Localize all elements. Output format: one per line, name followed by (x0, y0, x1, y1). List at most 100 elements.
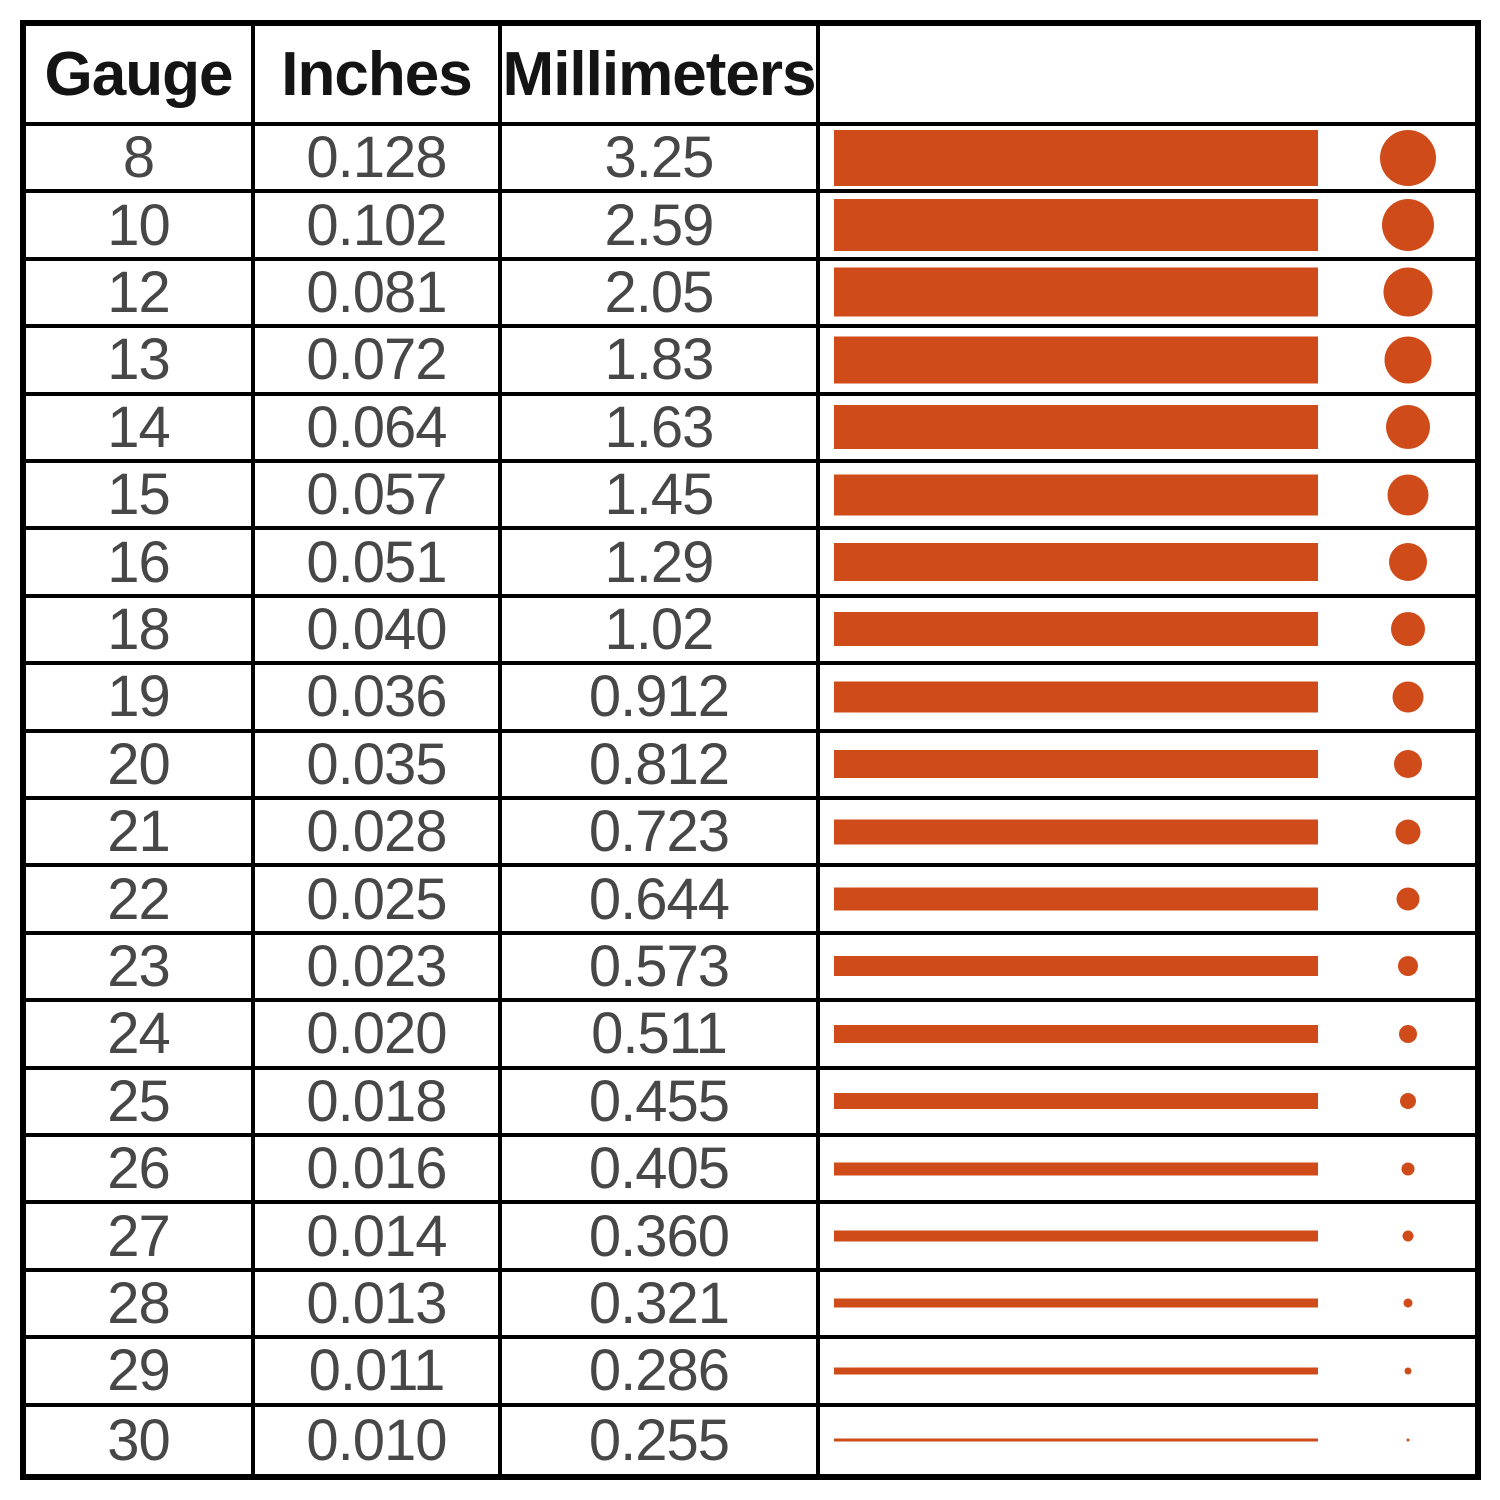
inches-value-cell: 0.014 (255, 1204, 502, 1272)
millimeters-value-cell: 1.02 (502, 597, 820, 666)
millimeters-value-cell: 0.511 (502, 1002, 820, 1070)
wire-visual-cell (820, 867, 1475, 935)
gauge-value-cell: 28 (26, 1271, 255, 1340)
millimeters-value-cell: 0.812 (502, 732, 820, 800)
wire-cross-section-dot (1396, 887, 1420, 911)
inches-value-cell: 0.064 (255, 395, 502, 463)
gauge-table: Gauge Inches Millimeters 8 0.128 3.25 10… (20, 20, 1481, 1480)
millimeters-value-cell: 1.83 (502, 328, 820, 396)
wire-thickness-bar (834, 612, 1318, 647)
wire-thickness-bar (834, 129, 1318, 186)
wire-thickness-bar (834, 887, 1318, 911)
wire-thickness-bar (834, 267, 1318, 317)
wire-visual-cell (820, 935, 1475, 1003)
wire-cross-section-dot (1401, 1162, 1415, 1176)
gauge-value-cell: 10 (26, 193, 255, 261)
wire-thickness-bar (834, 956, 1318, 977)
inches-value-cell: 0.035 (255, 732, 502, 800)
wire-cross-section-dot (1387, 474, 1429, 516)
gauge-value-cell: 8 (26, 126, 255, 194)
inches-value-cell: 0.040 (255, 597, 502, 666)
gauge-value-cell: 12 (26, 260, 255, 329)
inches-value-cell: 0.013 (255, 1271, 502, 1340)
inches-value-cell: 0.072 (255, 328, 502, 396)
wire-visual-cell (820, 530, 1475, 598)
inches-value-cell: 0.102 (255, 193, 502, 261)
gauge-value-cell: 18 (26, 597, 255, 666)
gauge-value-cell: 19 (26, 665, 255, 733)
millimeters-value-cell: 1.45 (502, 463, 820, 531)
gauge-value-cell: 16 (26, 530, 255, 598)
wire-thickness-bar (834, 750, 1318, 779)
wire-cross-section-dot (1380, 129, 1436, 186)
wire-visual-cell (820, 1204, 1475, 1272)
wire-thickness-bar (834, 1162, 1318, 1176)
wire-cross-section-dot (1386, 405, 1430, 450)
inches-value-cell: 0.018 (255, 1069, 502, 1137)
inches-value-cell: 0.016 (255, 1137, 502, 1205)
wire-thickness-bar (834, 1298, 1318, 1308)
wire-thickness-bar (834, 681, 1318, 713)
wire-thickness-bar (834, 819, 1318, 845)
wire-visual-cell (820, 328, 1475, 396)
millimeters-value-cell: 0.644 (502, 867, 820, 935)
wire-visual-cell (820, 800, 1475, 868)
column-header-gauge: Gauge (26, 26, 255, 126)
wire-thickness-bar (834, 336, 1318, 384)
wire-thickness-bar (834, 1024, 1318, 1043)
gauge-value-cell: 15 (26, 463, 255, 531)
inches-value-cell: 0.010 (255, 1406, 502, 1474)
millimeters-value-cell: 3.25 (502, 126, 820, 194)
inches-value-cell: 0.020 (255, 1002, 502, 1070)
wire-cross-section-dot (1398, 956, 1418, 977)
wire-cross-section-dot (1402, 1230, 1414, 1242)
wire-visual-cell (820, 463, 1475, 531)
wire-cross-section-dot (1392, 681, 1424, 713)
gauge-value-cell: 24 (26, 1002, 255, 1070)
wire-cross-section-dot (1395, 819, 1421, 845)
gauge-value-cell: 21 (26, 800, 255, 868)
millimeters-value-cell: 0.455 (502, 1069, 820, 1137)
inches-value-cell: 0.057 (255, 463, 502, 531)
millimeters-value-cell: 0.912 (502, 665, 820, 733)
millimeters-value-cell: 2.59 (502, 193, 820, 261)
wire-visual-cell (820, 1272, 1475, 1340)
gauge-value-cell: 14 (26, 395, 255, 463)
wire-visual-cell (820, 126, 1475, 194)
gauge-value-cell: 13 (26, 328, 255, 396)
column-header-inches: Inches (255, 26, 502, 126)
wire-visual-cell (820, 598, 1475, 666)
wire-visual-cell (820, 396, 1475, 463)
inches-value-cell: 0.128 (255, 126, 502, 194)
wire-cross-section-dot (1391, 612, 1425, 647)
millimeters-value-cell: 0.573 (502, 934, 820, 1003)
wire-visual-cell (820, 193, 1475, 261)
inches-value-cell: 0.011 (255, 1339, 502, 1407)
wire-visual-cell (820, 1407, 1475, 1474)
millimeters-value-cell: 0.405 (502, 1137, 820, 1205)
inches-value-cell: 0.081 (255, 260, 502, 329)
gauge-value-cell: 26 (26, 1137, 255, 1205)
wire-thickness-bar (834, 474, 1318, 516)
inches-value-cell: 0.025 (255, 867, 502, 935)
wire-thickness-bar (834, 1093, 1318, 1110)
wire-cross-section-dot (1404, 1367, 1412, 1375)
wire-thickness-bar (834, 1230, 1318, 1242)
wire-visual-cell (820, 1002, 1475, 1070)
wire-cross-section-dot (1383, 267, 1433, 317)
wire-visual-cell (820, 1070, 1475, 1137)
millimeters-value-cell: 0.255 (502, 1406, 820, 1474)
gauge-value-cell: 25 (26, 1069, 255, 1137)
wire-visual-cell (820, 733, 1475, 800)
wire-thickness-bar (834, 405, 1318, 450)
wire-thickness-bar (834, 543, 1318, 582)
wire-thickness-bar (834, 199, 1318, 252)
gauge-value-cell: 23 (26, 934, 255, 1003)
wire-cross-section-dot (1382, 199, 1434, 252)
wire-thickness-bar (834, 1367, 1318, 1375)
inches-value-cell: 0.028 (255, 800, 502, 868)
wire-cross-section-dot (1403, 1298, 1413, 1308)
wire-visual-cell (820, 1339, 1475, 1407)
millimeters-value-cell: 1.29 (502, 530, 820, 598)
